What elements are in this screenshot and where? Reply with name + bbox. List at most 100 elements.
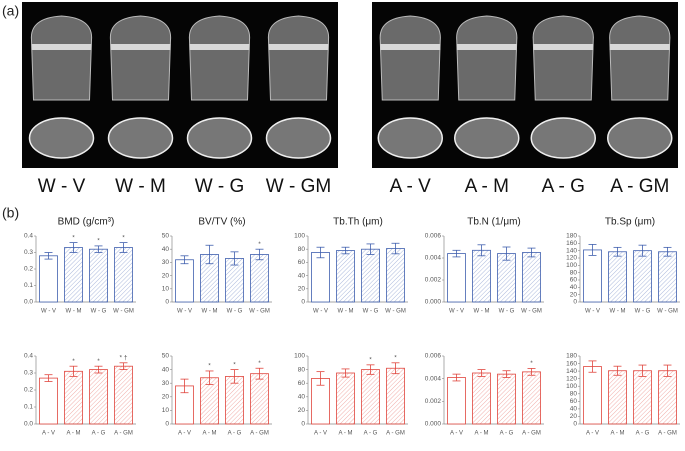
- x-tick-label: A - M: [202, 431, 216, 437]
- x-tick-label: W - G: [363, 309, 379, 315]
- x-tick-label: A - GM: [250, 431, 269, 437]
- bar: [89, 248, 108, 303]
- x-tick-label: A - G: [92, 431, 106, 437]
- bone-image: [267, 15, 330, 101]
- growth-plate: [609, 44, 670, 50]
- bar: [336, 372, 355, 425]
- y-tick-label: 20: [162, 272, 170, 279]
- x-tick-label: A - GM: [114, 431, 133, 437]
- bar: [608, 370, 627, 425]
- y-tick-label: 40: [162, 246, 170, 253]
- bar: [361, 248, 380, 303]
- bar: [114, 247, 133, 303]
- y-tick-label: 180: [566, 233, 577, 240]
- x-tick-label: A - M: [610, 431, 624, 437]
- x-tick-label: A - GM: [386, 431, 405, 437]
- x-tick-label: W - GM: [113, 309, 134, 315]
- bar: [472, 249, 491, 303]
- error-bar: [588, 244, 597, 256]
- bone-section: [107, 117, 174, 159]
- bar: [39, 377, 58, 425]
- error-bar: [502, 246, 511, 261]
- bar: [250, 373, 269, 425]
- error-bar: [205, 370, 214, 385]
- growth-plate: [31, 44, 92, 50]
- growth-plate: [189, 44, 250, 50]
- y-tick-label: 60: [570, 277, 578, 284]
- y-tick-label: 20: [298, 407, 306, 414]
- error-bar: [613, 365, 622, 376]
- bar: [522, 252, 541, 303]
- significance-marker: *: [369, 357, 372, 364]
- y-tick-label: 120: [566, 375, 577, 382]
- image-label: W - V: [38, 176, 86, 197]
- bone-section: [186, 117, 253, 159]
- x-tick-label: W - M: [338, 309, 354, 315]
- panel-label: (b): [2, 205, 19, 221]
- y-tick-label: 30: [162, 380, 170, 387]
- x-tick-label: A - G: [636, 431, 650, 437]
- y-tick-label: 100: [566, 262, 577, 269]
- growth-plate: [533, 44, 594, 50]
- bar: [386, 367, 405, 425]
- x-tick-label: A - M: [474, 431, 488, 437]
- growth-plate: [110, 44, 171, 50]
- y-tick-label: 0.000: [425, 421, 442, 428]
- y-tick-label: 140: [566, 247, 577, 254]
- y-tick-label: 40: [570, 406, 578, 413]
- error-bar: [527, 368, 536, 376]
- x-tick-label: W - V: [585, 309, 600, 315]
- x-tick-label: W - V: [313, 309, 328, 315]
- y-tick-label: 60: [298, 380, 306, 387]
- significance-marker: *: [72, 234, 75, 241]
- x-tick-label: W - GM: [657, 309, 678, 315]
- bone-section: [607, 117, 673, 159]
- x-tick-label: A - G: [364, 431, 378, 437]
- x-tick-label: W - G: [227, 309, 243, 315]
- bar: [658, 370, 677, 425]
- error-bar: [391, 242, 400, 255]
- bone-section: [265, 117, 332, 159]
- error-bar: [663, 364, 672, 377]
- image-label: A - V: [390, 176, 432, 197]
- error-bar: [119, 362, 128, 371]
- growth-plate: [268, 44, 329, 50]
- error-bar: [638, 364, 647, 377]
- y-tick-label: 160: [566, 240, 577, 247]
- significance-marker: *: [122, 234, 125, 241]
- y-tick-label: 100: [566, 383, 577, 390]
- y-tick-label: 50: [162, 233, 170, 240]
- error-bar: [452, 373, 461, 382]
- x-tick-label: A - M: [338, 431, 352, 437]
- image-label: A - GM: [610, 176, 669, 197]
- error-bar: [69, 242, 78, 253]
- bar: [386, 248, 405, 303]
- x-tick-label: A - G: [228, 431, 242, 437]
- y-tick-label: 50: [162, 353, 170, 360]
- bone-image: [609, 15, 671, 101]
- y-tick-label: 40: [162, 366, 170, 373]
- chart-title: Tb.N (1/μm): [467, 217, 521, 228]
- chart-title: Tb.Th (μm): [333, 217, 383, 228]
- y-tick-label: 10: [162, 286, 170, 293]
- image-label: W - M: [115, 176, 166, 197]
- y-tick-label: 160: [566, 360, 577, 367]
- x-tick-label: W - G: [635, 309, 651, 315]
- significance-marker: *: [72, 358, 75, 365]
- y-tick-label: 20: [570, 413, 578, 420]
- y-tick-label: 140: [566, 368, 577, 375]
- chart-title: BV/TV (%): [198, 217, 245, 228]
- error-bar: [452, 249, 461, 258]
- y-tick-label: 0.0: [24, 421, 33, 428]
- error-bar: [44, 252, 53, 260]
- error-bar: [527, 247, 536, 258]
- significance-marker: *: [258, 241, 261, 248]
- y-tick-label: 0: [301, 299, 305, 306]
- y-tick-label: 80: [570, 269, 578, 276]
- y-tick-label: 100: [294, 353, 305, 360]
- bar: [497, 253, 516, 303]
- error-bar: [391, 362, 400, 375]
- error-bar: [366, 364, 375, 375]
- x-tick-label: W - M: [66, 309, 82, 315]
